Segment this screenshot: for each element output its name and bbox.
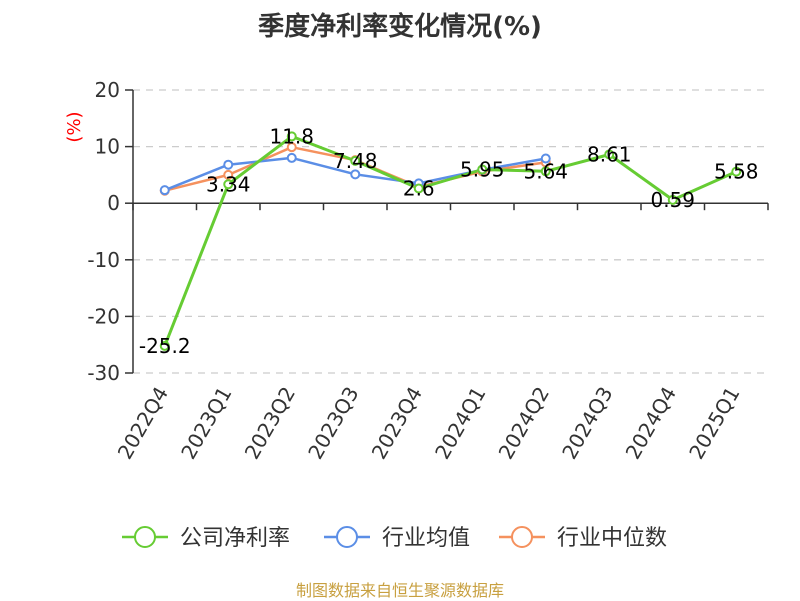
data-point-company: [604, 149, 615, 160]
y-tick-label: 20: [95, 78, 120, 102]
series-lines: [163, 134, 737, 347]
data-label: 5.64: [523, 159, 568, 183]
x-tick-label: 2024Q3: [557, 383, 617, 464]
data-point-industry_avg: [223, 159, 234, 170]
y-tick-label: -30: [87, 361, 120, 385]
data-label: 5.95: [460, 158, 505, 182]
data-point-company: [223, 179, 234, 190]
data-point-company: [731, 166, 742, 177]
legend-marker-company: [134, 526, 156, 548]
data-point-industry_median: [223, 169, 234, 180]
legend-marker-industry_avg: [336, 526, 358, 548]
data-point-industry_median: [286, 142, 297, 153]
data-point-company: [477, 164, 488, 175]
x-tick-label: 2022Q4: [113, 383, 173, 464]
grid-lines: [133, 89, 768, 374]
y-tick-label: -10: [87, 248, 120, 272]
data-labels: -25.2 3.34 11.8 7.48 2.6 5.95 5.64 8.61 0.59 5.58: [139, 124, 759, 357]
x-tick-label: 2024Q4: [621, 383, 681, 464]
x-tick-label: 2024Q1: [430, 383, 490, 464]
y-tick-label: 10: [95, 135, 120, 159]
data-point-company: [350, 155, 361, 166]
data-label: 5.58: [714, 160, 759, 184]
series-line-company: [163, 134, 737, 347]
data-point-industry_avg: [540, 153, 551, 164]
legend: 公司净利率 行业均值 行业中位数: [122, 526, 667, 551]
data-point-industry_avg: [286, 152, 297, 163]
x-tick-label: 2024Q2: [494, 383, 554, 464]
data-label: 3.34: [206, 172, 251, 196]
data-point-company: [540, 166, 551, 177]
data-point-company: [667, 194, 678, 205]
data-label: 2.6: [403, 176, 435, 200]
data-label: -25.2: [139, 334, 191, 358]
data-point-company: [286, 131, 297, 142]
data-label: 7.48: [333, 149, 378, 173]
x-tick-label: 2025Q1: [684, 383, 744, 464]
x-tick-label: 2023Q2: [240, 383, 300, 464]
source-note: 制图数据来自恒生聚源数据库: [295, 581, 504, 600]
data-points: [159, 131, 742, 351]
legend-label-industry_avg: 行业均值: [382, 526, 470, 551]
data-point-industry_avg: [159, 185, 170, 196]
y-tick-label: 0: [107, 191, 120, 215]
y-tick-label: -20: [87, 304, 120, 328]
y-axis-label: (%): [64, 111, 85, 142]
legend-label-industry_median: 行业中位数: [557, 526, 667, 551]
legend-label-company: 公司净利率: [180, 526, 290, 551]
x-tick-label: 2023Q1: [176, 383, 236, 464]
x-tick-label: 2023Q4: [367, 383, 427, 464]
data-point-company: [159, 340, 170, 351]
data-point-company: [413, 183, 424, 194]
x-tick-label: 2023Q3: [303, 383, 363, 464]
legend-marker-industry_median: [511, 526, 533, 548]
data-label: 11.8: [269, 124, 314, 148]
chart-title: 季度净利率变化情况(%): [258, 12, 542, 42]
data-point-industry_avg: [350, 169, 361, 180]
data-label: 8.61: [587, 142, 632, 166]
data-label: 0.59: [650, 188, 695, 212]
